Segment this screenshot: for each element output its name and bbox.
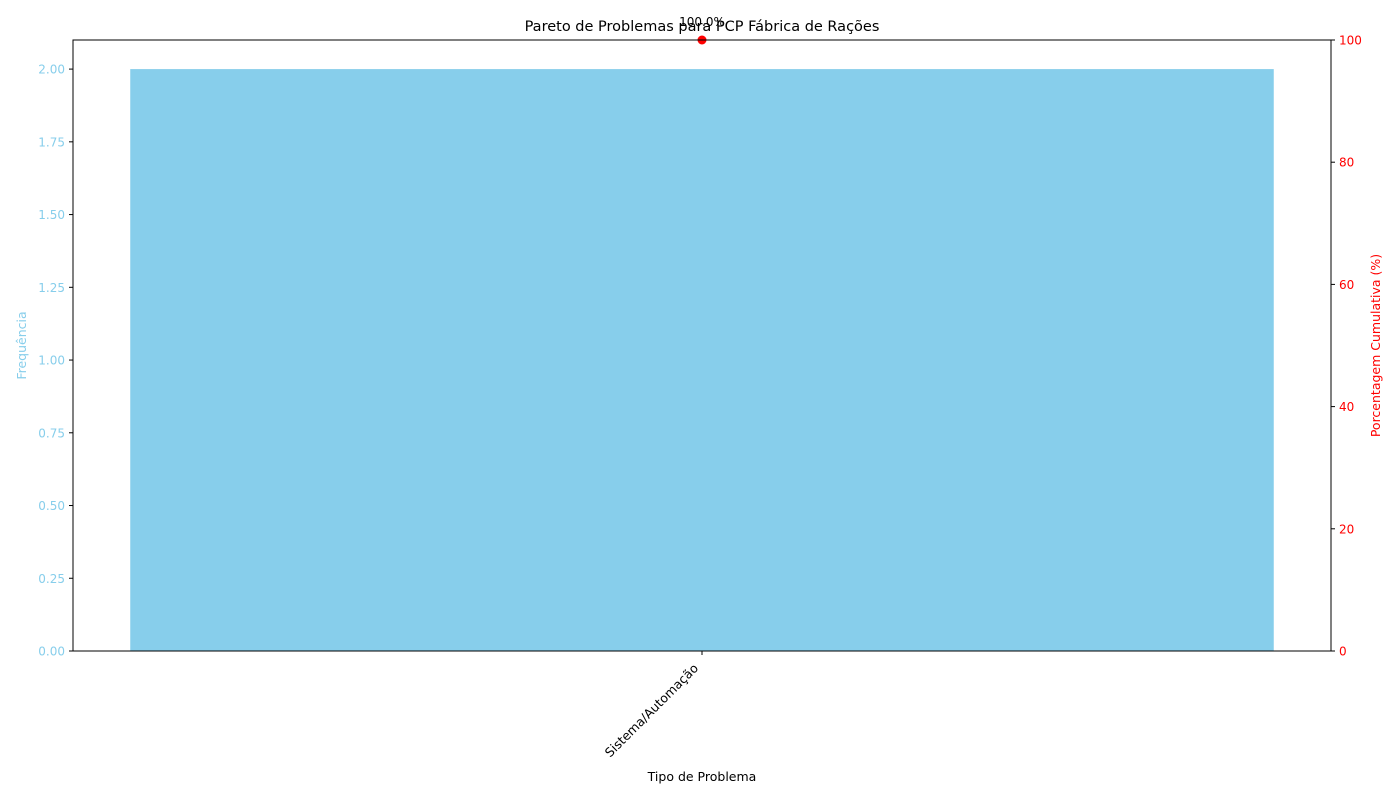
left-tick-label-2: 0.50 — [38, 499, 65, 513]
left-tick-label-8: 2.00 — [38, 63, 65, 77]
bar-0 — [130, 69, 1274, 652]
cumulative-line-group: 100.0% — [679, 15, 725, 45]
chart-title: Pareto de Problemas para PCP Fábrica de … — [525, 19, 880, 35]
right-tick-label-4: 80 — [1339, 156, 1354, 170]
left-tick-label-3: 0.75 — [38, 426, 65, 440]
left-tick-label-6: 1.50 — [38, 208, 65, 222]
left-tick-label-7: 1.75 — [38, 135, 65, 149]
right-tick-label-1: 20 — [1339, 522, 1354, 536]
left-tick-label-5: 1.25 — [38, 281, 65, 295]
left-y-axis: 0.00 0.25 0.50 0.75 1.00 1.25 1.50 1.75 2.00 — [38, 63, 73, 659]
cumulative-label-0: 100.0% — [679, 15, 725, 29]
plot-frame — [72, 39, 1332, 652]
right-tick-label-2: 40 — [1339, 400, 1354, 414]
right-tick-label-3: 60 — [1339, 278, 1354, 292]
right-tick-label-0: 0 — [1339, 645, 1347, 659]
left-tick-label-1: 0.25 — [38, 572, 65, 586]
left-tick-label-0: 0.00 — [38, 645, 65, 659]
right-y-axis: 0 20 40 60 80 100 — [1331, 34, 1362, 659]
y-axis-label: Frequência — [14, 311, 29, 379]
bars-group — [130, 69, 1274, 652]
y2-axis-label: Porcentagem Cumulativa (%) — [1368, 254, 1383, 437]
right-tick-label-5: 100 — [1339, 34, 1362, 48]
left-tick-label-4: 1.00 — [38, 354, 65, 368]
x-axis-label: Tipo de Problema — [647, 769, 757, 784]
